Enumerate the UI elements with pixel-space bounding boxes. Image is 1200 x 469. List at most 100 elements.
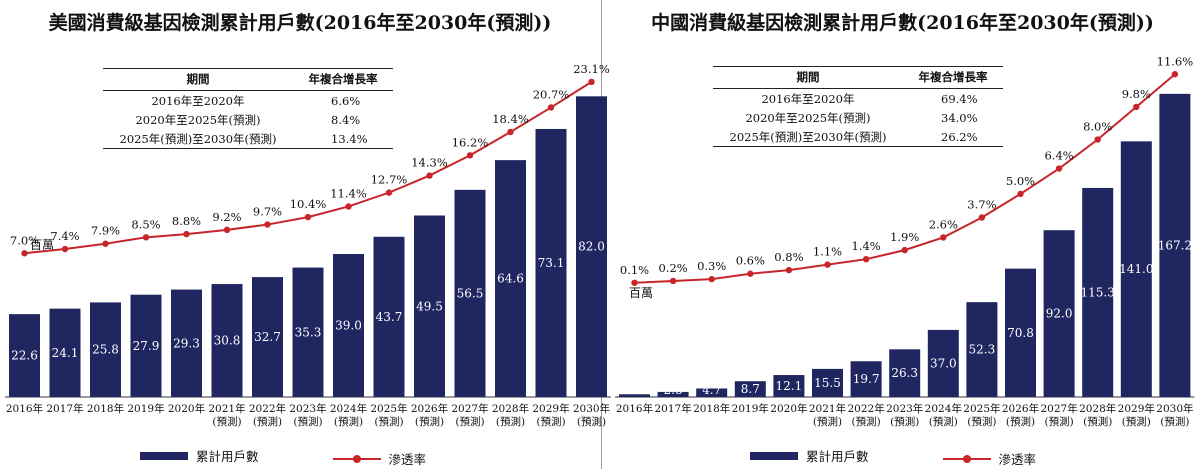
bar-value-label: 141.0 [1119,262,1153,276]
bar [850,361,882,397]
china-chart-panel: 中國消費級基因檢測累計用戶數(2016年至2030年(預測)) 期間 年複合增長… [605,0,1200,469]
penetration-point [978,214,986,221]
chart-legend: 累計用戶數 滲透率 [750,446,1106,468]
bar-value-label: 32.7 [254,330,281,344]
x-tick-label: (預測) [1006,415,1035,428]
bar-value-label: 49.5 [416,299,443,313]
penetration-point [1017,190,1024,198]
bar-value-label: 39.0 [335,319,362,333]
x-tick-label: (預測) [577,415,606,428]
cagr-header-period: 期間 [103,68,293,91]
penetration-point [901,246,908,254]
bar [292,267,324,397]
x-tick-label: 2021年 [809,402,846,415]
x-tick-label: (預測) [1044,415,1073,428]
bar [1120,141,1152,397]
penetration-point [466,152,474,159]
table-row: 2016年至2020年 69.4% [713,89,1003,109]
penetration-point [747,270,754,277]
x-tick-label: 2026年 [1002,402,1039,415]
cagr-table: 期間 年複合增長率 2016年至2020年 69.4% 2020年至2025年(… [713,66,1003,147]
bar-value-label: 22.6 [11,349,38,363]
table-row: 2016年至2020年 6.6% [103,91,393,111]
cagr-table: 期間 年複合增長率 2016年至2020年 6.6% 2020年至2025年(預… [103,68,393,149]
legend-line-label: 滲透率 [388,452,427,467]
penetration-label: 0.3% [697,259,726,273]
bar [1005,268,1036,397]
cagr-period: 2016年至2020年 [151,94,245,108]
x-tick-label: (預測) [293,415,322,428]
x-tick-label: 2016年 [6,402,43,415]
penetration-label: 11.4% [330,186,367,200]
bar [657,391,689,397]
penetration-label: 0.6% [736,254,765,268]
penetration-label: 14.3% [411,156,448,170]
unit-label: 百萬 [30,238,55,252]
legend-bar-label: 累計用戶數 [196,449,259,464]
penetration-point [547,104,555,111]
x-tick-label: (預測) [890,415,919,428]
china-chart-plot: 1.5 2.8 4.7 8.7 12.1 15.5 19.7 26.3 37.0 52.3 70.8… [615,54,1195,428]
penetration-point [142,234,150,241]
bar [927,329,959,397]
bar [696,388,728,397]
legend-item-bar: 累計用戶數 [750,446,869,465]
bar-value-label: 167.2 [1158,238,1192,252]
x-tick-label: (預測) [536,415,565,428]
table-row: 2025年(預測)至2030年(預測) 13.4% [103,129,393,149]
x-tick-label: (預測) [455,415,484,428]
cagr-rate: 34.0% [941,111,978,125]
x-tick-label: 2027年 [451,402,488,415]
penetration-point [102,240,109,247]
bar-value-label: 70.8 [1007,326,1034,340]
us-chart-panel: 美國消費級基因檢測累計用戶數(2016年至2030年(預測)) 期間 年複合增長… [5,12,611,467]
bar [454,189,486,397]
x-tick-label: (預測) [967,415,996,428]
bar [535,128,567,397]
cagr-table-header: 期間 年複合增長率 [103,68,393,91]
bar [619,394,650,397]
x-tick-label: (預測) [415,415,444,428]
x-tick-label: 2023年 [289,402,326,415]
cagr-period: 2025年(預測)至2030年(預測) [103,129,293,149]
legend-item-line: 滲透率 [942,449,1036,468]
bar [373,236,405,397]
x-tick-label: 2029年 [532,402,569,415]
penetration-point [507,128,514,136]
penetration-point [1055,165,1063,172]
penetration-point [304,213,312,221]
penetration-label: 6.4% [1044,149,1073,163]
x-tick-label: 2019年 [127,402,164,415]
legend-line-swatch [942,454,991,463]
x-tick-label: (預測) [496,415,525,428]
bar-value-label: 26.3 [891,366,918,380]
x-tick-label: (預測) [1160,415,1189,428]
penetration-label: 7.9% [91,224,120,238]
x-tick-label: 2023年 [886,402,923,415]
cagr-header-rate: 年複合增長率 [293,68,393,91]
penetration-point [223,226,231,234]
penetration-label: 9.8% [1122,87,1151,101]
x-tick-label: (預測) [851,415,880,428]
cagr-rate: 6.6% [331,94,361,108]
x-tick-label: (預測) [1122,415,1151,428]
penetration-point [588,78,595,86]
x-tick-label: 2021年 [208,402,245,415]
chart-title: 美國消費級基因檢測累計用戶數(2016年至2030年(預測)) [48,12,552,34]
bar-value-label: 37.0 [930,356,957,370]
penetration-point [824,261,831,268]
penetration-point [183,230,190,238]
x-tick-label: 2017年 [46,402,83,415]
chart-title: 中國消費級基因檢測累計用戶數(2016年至2030年(預測)) [651,12,1154,34]
bar-value-label: 35.3 [295,325,322,339]
x-tick-label: 2022年 [249,402,286,415]
bar [495,160,526,397]
x-tick-label: (預測) [813,415,842,428]
penetration-point [940,234,947,241]
cagr-header-period: 期間 [713,66,903,89]
bar [9,314,40,397]
x-tick-label: 2022年 [847,402,884,415]
penetration-label: 10.4% [290,197,327,211]
bar-value-label: 24.1 [52,346,79,360]
penetration-label: 7.4% [50,229,79,243]
